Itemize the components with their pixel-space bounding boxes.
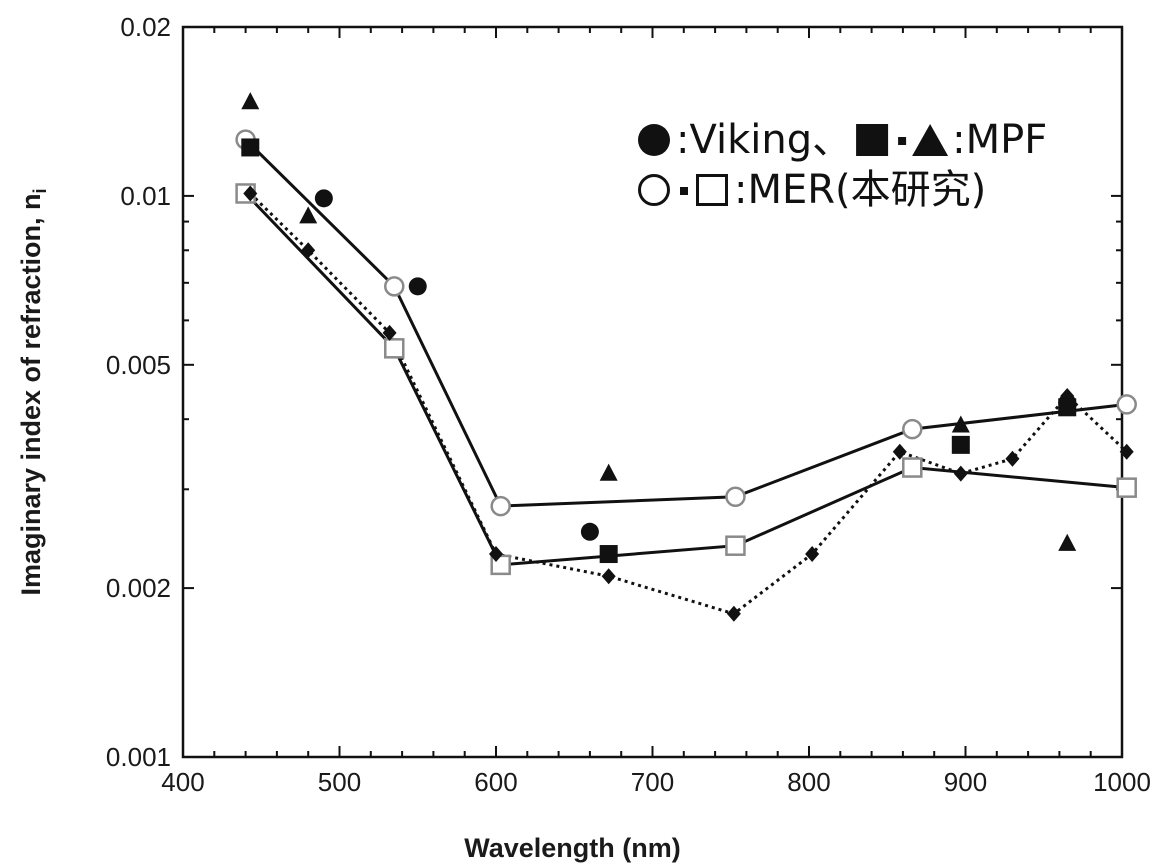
filled-triangle-marker — [599, 463, 618, 481]
y-axis-title: Imaginary index of refraction, ni — [16, 188, 50, 595]
series-0-line — [244, 138, 1127, 508]
open-square-marker — [384, 338, 405, 359]
legend-open-square-icon — [696, 174, 728, 206]
filled-square-marker — [951, 435, 970, 454]
x-tick-label: 700 — [631, 767, 674, 797]
filled-triangle-marker — [951, 415, 970, 433]
filled-square-marker — [1058, 398, 1077, 417]
y-tick-label: 0.02 — [120, 12, 171, 42]
open-circle-marker — [384, 276, 405, 297]
filled-square-marker — [599, 545, 618, 564]
x-tick-label: 500 — [318, 767, 361, 797]
open-circle-marker — [490, 495, 511, 517]
y-tick-label: 0.005 — [106, 350, 171, 380]
legend-glyph — [696, 174, 728, 206]
x-tick-label: 900 — [944, 767, 987, 797]
legend-glyph — [856, 124, 889, 156]
filled-diamond-marker — [726, 605, 741, 622]
filled-diamond-marker — [489, 546, 503, 563]
legend-open-circle-icon — [638, 174, 670, 206]
y-tick-label: 0.001 — [106, 742, 171, 772]
open-circle-marker — [902, 418, 923, 440]
x-tick-label: 800 — [787, 767, 830, 797]
legend-glyph — [638, 174, 670, 206]
legend-label: :Viking、 — [676, 117, 852, 163]
legend-filled-square-icon — [856, 124, 889, 156]
x-tick-label: 1000 — [1093, 767, 1151, 797]
filled-diamond-marker — [892, 443, 907, 460]
x-tick-label: 400 — [161, 767, 204, 797]
series-1-line — [244, 192, 1127, 567]
series-2-line — [249, 192, 1128, 616]
filled-diamond-marker — [1005, 450, 1020, 467]
series-lines-layer — [244, 138, 1128, 616]
open-circle-marker — [1116, 394, 1137, 415]
filled-diamond-marker — [382, 324, 397, 341]
axes-layer — [181, 25, 1124, 759]
y-tick-label: 0.01 — [120, 181, 171, 211]
filled-diamond-marker — [301, 242, 316, 259]
x-tick-label: 600 — [474, 767, 517, 797]
text-layer: 400 500 600 700 800 900 1000 0.001 0.002 0.005 0.0… — [16, 12, 1151, 863]
legend-label: :MPF — [952, 117, 1047, 163]
filled-square-marker — [241, 138, 260, 157]
legend-glyph — [912, 124, 949, 156]
filled-circle-marker — [314, 189, 333, 208]
legend-glyph — [638, 124, 670, 156]
legend-filled-triangle-icon — [912, 124, 949, 156]
filled-triangle-marker — [299, 206, 318, 224]
legend: :Viking、 :MPF:MER(本研究) — [638, 117, 1047, 213]
filled-diamond-marker — [601, 568, 616, 585]
open-square-marker — [902, 457, 923, 478]
filled-diamond-marker — [243, 185, 258, 202]
filled-triangle-marker — [241, 92, 260, 110]
legend-label: :MER(本研究) — [734, 167, 986, 213]
open-square-marker — [1116, 477, 1137, 498]
x-axis-title: Wavelength (nm) — [464, 833, 681, 863]
markers-layer — [235, 92, 1137, 622]
separator-dot-marker — [680, 187, 688, 195]
legend-filled-circle-icon — [638, 124, 670, 156]
open-circle-marker — [725, 486, 746, 507]
filled-diamond-marker — [805, 546, 820, 563]
filled-circle-marker — [580, 522, 599, 541]
separator-dot-marker — [898, 137, 907, 145]
filled-diamond-marker — [953, 465, 968, 482]
y-tick-label: 0.002 — [106, 573, 171, 603]
open-square-marker — [725, 535, 746, 556]
filled-diamond-marker — [1119, 443, 1134, 460]
filled-circle-marker — [408, 277, 427, 296]
filled-triangle-marker — [1058, 533, 1077, 551]
